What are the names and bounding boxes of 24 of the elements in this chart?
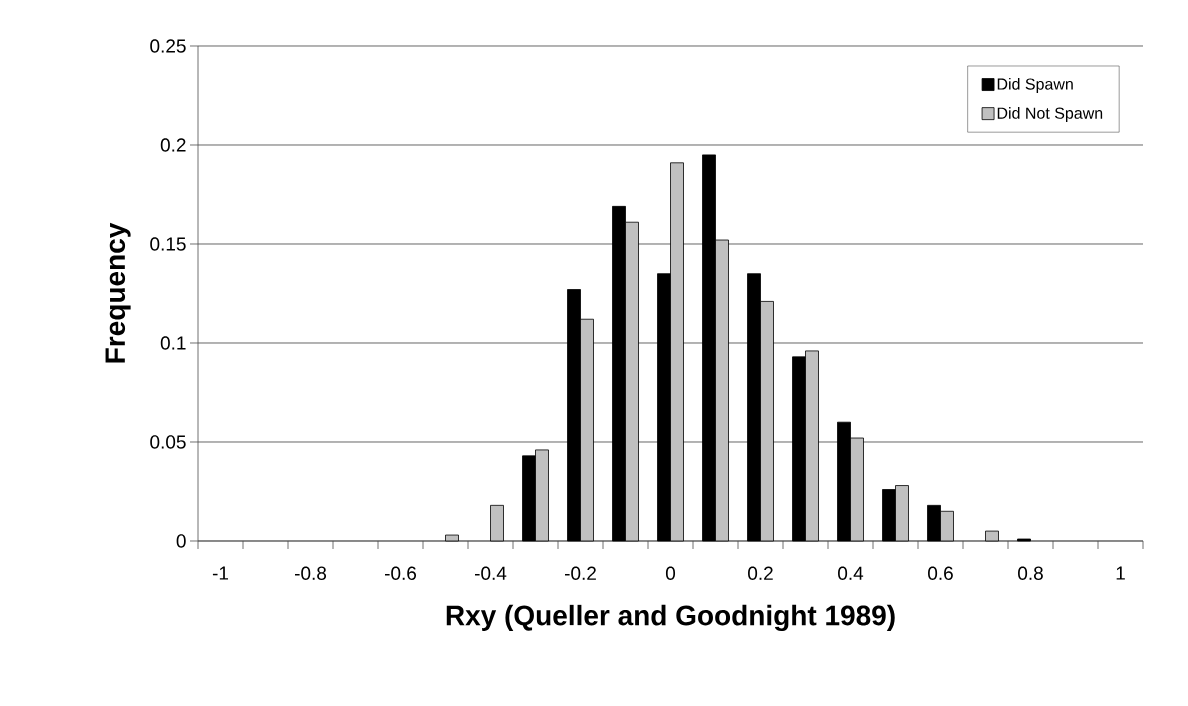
bar: [445, 534, 459, 542]
bar: [490, 504, 504, 542]
legend-label: Did Not Spawn: [997, 107, 1103, 122]
y-tick-label: 0.15: [150, 237, 186, 251]
x-tick-label: -0.2: [564, 566, 596, 580]
x-tick-label: -0.8: [294, 566, 327, 580]
y-axis-title: Frequency: [105, 222, 131, 363]
x-tick-label: -0.4: [474, 566, 507, 580]
x-tick-label: 0.2: [748, 566, 773, 580]
y-tick-label: 0.05: [150, 435, 186, 449]
bar: [985, 530, 999, 542]
y-tick-label: 0.25: [150, 39, 186, 53]
y-tick-label: 0.2: [160, 138, 186, 152]
x-tick-label: -1: [212, 566, 229, 580]
x-tick-label: 0.4: [838, 566, 864, 580]
x-tick-label: -0.6: [384, 566, 417, 580]
x-tick-label: 1: [1116, 566, 1125, 580]
x-tick-label: 0: [665, 566, 676, 580]
legend-label: Did Spawn: [997, 77, 1073, 93]
x-tick-label: 0.8: [1018, 566, 1043, 580]
x-axis-title: Rxy (Queller and Goodnight 1989): [446, 604, 895, 632]
x-tick-label: 0.6: [928, 566, 953, 580]
y-tick-label: 0.1: [160, 336, 186, 350]
y-tick-label: 0: [176, 534, 186, 548]
